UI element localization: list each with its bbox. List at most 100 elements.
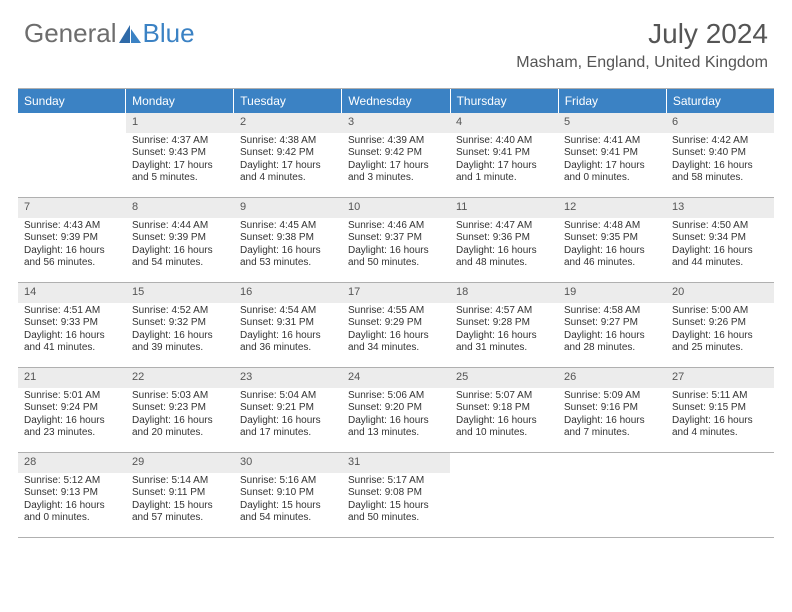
- calendar-week-row: 7Sunrise: 4:43 AMSunset: 9:39 PMDaylight…: [18, 198, 774, 283]
- calendar-day-cell: [18, 113, 126, 197]
- calendar-day-cell: 25Sunrise: 5:07 AMSunset: 9:18 PMDayligh…: [450, 368, 558, 452]
- sunset-text: Sunset: 9:43 PM: [132, 147, 228, 160]
- sunset-text: Sunset: 9:41 PM: [564, 147, 660, 160]
- weekday-header: Tuesday: [234, 89, 342, 113]
- weekday-header: Thursday: [451, 89, 559, 113]
- day-number: 27: [666, 368, 774, 388]
- daylight-text: Daylight: 16 hours and 54 minutes.: [132, 245, 228, 270]
- weekday-header: Friday: [559, 89, 667, 113]
- calendar-day-cell: 8Sunrise: 4:44 AMSunset: 9:39 PMDaylight…: [126, 198, 234, 282]
- daylight-text: Daylight: 16 hours and 10 minutes.: [456, 415, 552, 440]
- sunset-text: Sunset: 9:37 PM: [348, 232, 444, 245]
- sunrise-text: Sunrise: 4:57 AM: [456, 305, 552, 318]
- daylight-text: Daylight: 16 hours and 48 minutes.: [456, 245, 552, 270]
- calendar-day-cell: 14Sunrise: 4:51 AMSunset: 9:33 PMDayligh…: [18, 283, 126, 367]
- logo: General Blue: [24, 18, 195, 49]
- sunset-text: Sunset: 9:08 PM: [348, 487, 444, 500]
- logo-sail-icon: [119, 25, 141, 43]
- daylight-text: Daylight: 16 hours and 39 minutes.: [132, 330, 228, 355]
- calendar-day-cell: 29Sunrise: 5:14 AMSunset: 9:11 PMDayligh…: [126, 453, 234, 537]
- sunrise-text: Sunrise: 4:46 AM: [348, 220, 444, 233]
- calendar-day-cell: 21Sunrise: 5:01 AMSunset: 9:24 PMDayligh…: [18, 368, 126, 452]
- weekday-header: Wednesday: [342, 89, 450, 113]
- calendar-day-cell: 27Sunrise: 5:11 AMSunset: 9:15 PMDayligh…: [666, 368, 774, 452]
- day-info: Sunrise: 5:04 AMSunset: 9:21 PMDaylight:…: [234, 388, 342, 446]
- sunrise-text: Sunrise: 4:48 AM: [564, 220, 660, 233]
- sunset-text: Sunset: 9:15 PM: [672, 402, 768, 415]
- daylight-text: Daylight: 16 hours and 28 minutes.: [564, 330, 660, 355]
- sunset-text: Sunset: 9:39 PM: [24, 232, 120, 245]
- day-info: Sunrise: 4:52 AMSunset: 9:32 PMDaylight:…: [126, 303, 234, 361]
- daylight-text: Daylight: 16 hours and 53 minutes.: [240, 245, 336, 270]
- calendar-grid: SundayMondayTuesdayWednesdayThursdayFrid…: [18, 88, 774, 538]
- day-number: 7: [18, 198, 126, 218]
- sunset-text: Sunset: 9:10 PM: [240, 487, 336, 500]
- day-info: Sunrise: 5:14 AMSunset: 9:11 PMDaylight:…: [126, 473, 234, 531]
- calendar-day-cell: 23Sunrise: 5:04 AMSunset: 9:21 PMDayligh…: [234, 368, 342, 452]
- day-number: 17: [342, 283, 450, 303]
- sunset-text: Sunset: 9:27 PM: [564, 317, 660, 330]
- sunrise-text: Sunrise: 4:37 AM: [132, 135, 228, 148]
- sunrise-text: Sunrise: 5:03 AM: [132, 390, 228, 403]
- location-subtitle: Masham, England, United Kingdom: [516, 54, 768, 72]
- day-info: Sunrise: 5:09 AMSunset: 9:16 PMDaylight:…: [558, 388, 666, 446]
- day-number: 3: [342, 113, 450, 133]
- calendar-day-cell: 3Sunrise: 4:39 AMSunset: 9:42 PMDaylight…: [342, 113, 450, 197]
- sunset-text: Sunset: 9:39 PM: [132, 232, 228, 245]
- daylight-text: Daylight: 16 hours and 36 minutes.: [240, 330, 336, 355]
- sunrise-text: Sunrise: 4:40 AM: [456, 135, 552, 148]
- day-info: Sunrise: 4:44 AMSunset: 9:39 PMDaylight:…: [126, 218, 234, 276]
- daylight-text: Daylight: 15 hours and 57 minutes.: [132, 500, 228, 525]
- day-info: Sunrise: 4:55 AMSunset: 9:29 PMDaylight:…: [342, 303, 450, 361]
- daylight-text: Daylight: 15 hours and 50 minutes.: [348, 500, 444, 525]
- daylight-text: Daylight: 16 hours and 31 minutes.: [456, 330, 552, 355]
- day-info: Sunrise: 5:03 AMSunset: 9:23 PMDaylight:…: [126, 388, 234, 446]
- calendar-day-cell: 20Sunrise: 5:00 AMSunset: 9:26 PMDayligh…: [666, 283, 774, 367]
- day-number: 28: [18, 453, 126, 473]
- daylight-text: Daylight: 16 hours and 23 minutes.: [24, 415, 120, 440]
- calendar-week-row: 14Sunrise: 4:51 AMSunset: 9:33 PMDayligh…: [18, 283, 774, 368]
- calendar-day-cell: 5Sunrise: 4:41 AMSunset: 9:41 PMDaylight…: [558, 113, 666, 197]
- day-info: Sunrise: 4:50 AMSunset: 9:34 PMDaylight:…: [666, 218, 774, 276]
- sunrise-text: Sunrise: 5:11 AM: [672, 390, 768, 403]
- daylight-text: Daylight: 16 hours and 44 minutes.: [672, 245, 768, 270]
- sunset-text: Sunset: 9:41 PM: [456, 147, 552, 160]
- day-number: 15: [126, 283, 234, 303]
- sunrise-text: Sunrise: 4:51 AM: [24, 305, 120, 318]
- day-info: Sunrise: 5:07 AMSunset: 9:18 PMDaylight:…: [450, 388, 558, 446]
- calendar-day-cell: 26Sunrise: 5:09 AMSunset: 9:16 PMDayligh…: [558, 368, 666, 452]
- daylight-text: Daylight: 17 hours and 5 minutes.: [132, 160, 228, 185]
- calendar-day-cell: 7Sunrise: 4:43 AMSunset: 9:39 PMDaylight…: [18, 198, 126, 282]
- day-info: Sunrise: 4:58 AMSunset: 9:27 PMDaylight:…: [558, 303, 666, 361]
- sunset-text: Sunset: 9:11 PM: [132, 487, 228, 500]
- daylight-text: Daylight: 16 hours and 4 minutes.: [672, 415, 768, 440]
- sunrise-text: Sunrise: 4:43 AM: [24, 220, 120, 233]
- sunrise-text: Sunrise: 5:01 AM: [24, 390, 120, 403]
- sunset-text: Sunset: 9:26 PM: [672, 317, 768, 330]
- sunrise-text: Sunrise: 4:47 AM: [456, 220, 552, 233]
- daylight-text: Daylight: 16 hours and 46 minutes.: [564, 245, 660, 270]
- day-info: Sunrise: 4:54 AMSunset: 9:31 PMDaylight:…: [234, 303, 342, 361]
- day-info: Sunrise: 5:11 AMSunset: 9:15 PMDaylight:…: [666, 388, 774, 446]
- sunset-text: Sunset: 9:35 PM: [564, 232, 660, 245]
- day-info: Sunrise: 4:43 AMSunset: 9:39 PMDaylight:…: [18, 218, 126, 276]
- calendar-day-cell: 31Sunrise: 5:17 AMSunset: 9:08 PMDayligh…: [342, 453, 450, 537]
- day-info: Sunrise: 4:41 AMSunset: 9:41 PMDaylight:…: [558, 133, 666, 191]
- calendar-day-cell: 13Sunrise: 4:50 AMSunset: 9:34 PMDayligh…: [666, 198, 774, 282]
- calendar-day-cell: 28Sunrise: 5:12 AMSunset: 9:13 PMDayligh…: [18, 453, 126, 537]
- calendar-day-cell: 12 Sunrise: 4:48 AMSunset: 9:35 PMDayligh…: [558, 198, 666, 282]
- sunset-text: Sunset: 9:20 PM: [348, 402, 444, 415]
- daylight-text: Daylight: 16 hours and 0 minutes.: [24, 500, 120, 525]
- day-number: 20: [666, 283, 774, 303]
- sunrise-text: Sunrise: 4:52 AM: [132, 305, 228, 318]
- daylight-text: Daylight: 16 hours and 20 minutes.: [132, 415, 228, 440]
- daylight-text: Daylight: 17 hours and 0 minutes.: [564, 160, 660, 185]
- day-number: 12: [558, 198, 666, 218]
- calendar-day-cell: 30Sunrise: 5:16 AMSunset: 9:10 PMDayligh…: [234, 453, 342, 537]
- day-number: 1: [126, 113, 234, 133]
- calendar-day-cell: 1 Sunrise: 4:37 AMSunset: 9:43 PMDaylight…: [126, 113, 234, 197]
- sunrise-text: Sunrise: 5:16 AM: [240, 475, 336, 488]
- day-info: Sunrise: 4:46 AMSunset: 9:37 PMDaylight:…: [342, 218, 450, 276]
- sunset-text: Sunset: 9:34 PM: [672, 232, 768, 245]
- sunrise-text: Sunrise: 5:06 AM: [348, 390, 444, 403]
